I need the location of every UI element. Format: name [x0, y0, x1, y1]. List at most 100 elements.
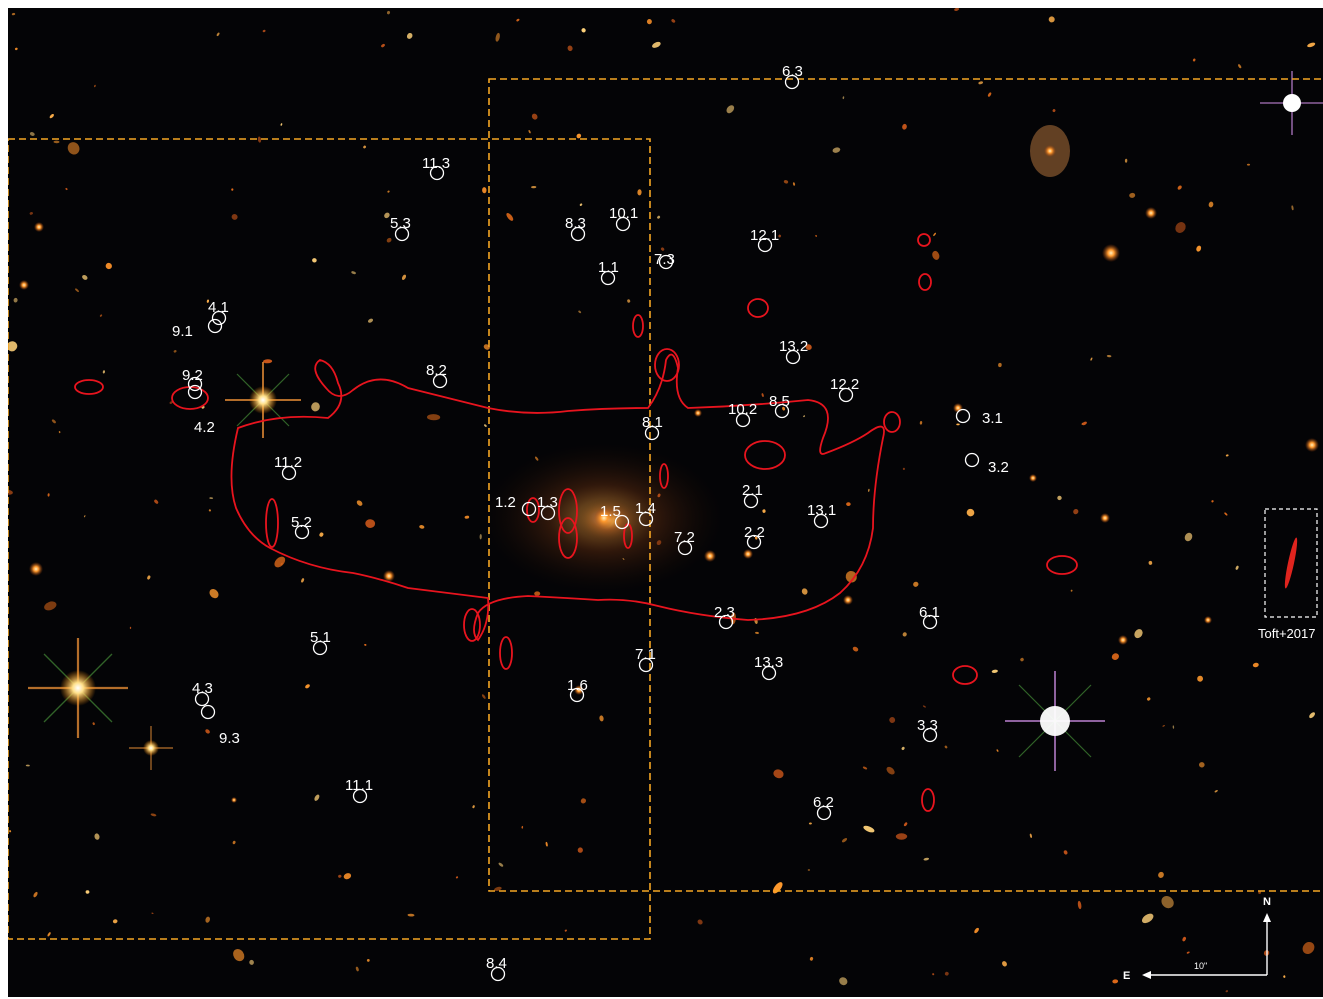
background-galaxy — [576, 133, 582, 139]
background-galaxy — [1172, 725, 1175, 729]
background-galaxy — [839, 977, 848, 986]
cluster-member-galaxy — [743, 549, 753, 559]
background-galaxy — [1225, 990, 1229, 993]
background-galaxy — [1073, 508, 1079, 515]
background-galaxy — [343, 873, 352, 880]
background-galaxy — [1057, 495, 1062, 501]
image-marker-label: 5.3 — [390, 215, 411, 232]
background-galaxy — [1208, 201, 1214, 208]
image-marker-label: 8.4 — [486, 955, 507, 972]
image-marker-label: 11.1 — [345, 777, 373, 794]
background-galaxy — [531, 185, 537, 189]
background-galaxy — [577, 847, 583, 853]
background-galaxy — [726, 105, 735, 114]
image-marker-circle — [600, 270, 616, 286]
background-galaxy — [1124, 158, 1128, 163]
background-galaxy — [257, 136, 262, 143]
background-galaxy — [1238, 64, 1242, 69]
image-marker-label: 7.2 — [674, 529, 695, 546]
background-galaxy — [13, 297, 18, 303]
image-marker-label: 6.2 — [813, 794, 834, 811]
background-galaxy — [47, 932, 51, 937]
background-galaxy — [366, 959, 370, 962]
image-marker-circle — [352, 788, 368, 804]
background-galaxy — [233, 949, 245, 962]
background-galaxy — [652, 41, 661, 48]
background-galaxy — [386, 237, 392, 243]
image-marker-label: 11.2 — [274, 454, 302, 471]
image-marker-label: 7.1 — [635, 646, 656, 663]
background-galaxy — [922, 705, 926, 708]
background-galaxy — [1141, 913, 1154, 924]
image-marker-circle — [638, 657, 654, 673]
background-galaxy — [1148, 560, 1153, 565]
background-galaxy — [1186, 951, 1190, 954]
image-marker-label: 8.1 — [642, 414, 663, 431]
cluster-member-galaxy — [1029, 474, 1037, 482]
image-marker-label: 3.2 — [988, 459, 1009, 476]
background-galaxy — [1134, 629, 1143, 639]
image-marker-circle — [838, 387, 854, 403]
background-galaxy — [755, 631, 759, 634]
bright-stars — [28, 71, 1323, 771]
background-galaxy — [1252, 662, 1259, 668]
background-galaxy — [481, 694, 486, 699]
background-galaxy — [169, 401, 173, 404]
image-marker-circle — [735, 412, 751, 428]
cluster-member-galaxy — [1100, 513, 1110, 523]
background-galaxy — [1225, 454, 1229, 457]
background-galaxy — [150, 813, 157, 817]
cluster-member-galaxy — [843, 595, 853, 605]
cluster-member-galaxy — [1102, 244, 1120, 262]
image-marker-label: 9.3 — [219, 730, 240, 747]
background-galaxy — [9, 830, 12, 833]
background-galaxy — [83, 515, 86, 518]
background-galaxy — [867, 488, 870, 492]
image-marker-circle — [816, 805, 832, 821]
background-galaxy — [1020, 657, 1024, 662]
background-galaxy — [1184, 532, 1193, 542]
background-galaxy — [974, 927, 979, 934]
image-marker-label: 4.3 — [192, 680, 213, 697]
image-marker-circle — [658, 254, 674, 270]
background-galaxy — [232, 840, 236, 845]
background-galaxy — [209, 588, 219, 599]
background-galaxy — [863, 825, 875, 833]
image-marker-label: 12.2 — [830, 376, 859, 393]
background-galaxy — [627, 299, 631, 303]
background-galaxy — [807, 869, 811, 871]
background-galaxy — [1214, 790, 1218, 793]
image-marker-label: 6.1 — [919, 604, 940, 621]
background-galaxy — [11, 12, 16, 16]
background-galaxy — [534, 591, 541, 596]
background-galaxy — [356, 500, 363, 506]
background-galaxy — [33, 891, 38, 898]
background-galaxy — [206, 299, 210, 303]
background-galaxy — [129, 626, 132, 629]
image-marker-circle — [521, 501, 537, 517]
background-galaxy — [862, 766, 868, 770]
image-marker-circle — [194, 691, 210, 707]
background-galaxy — [305, 684, 310, 689]
background-galaxy — [1307, 42, 1316, 48]
background-galaxy — [44, 601, 57, 611]
toft-inset: Toft+2017 — [1258, 508, 1318, 641]
image-marker-circle — [922, 614, 938, 630]
image-marker-circle — [922, 727, 938, 743]
background-galaxy — [1246, 163, 1251, 166]
background-galaxy — [754, 536, 758, 540]
background-galaxy — [845, 571, 857, 583]
image-marker-circle — [746, 534, 762, 550]
background-galaxy — [782, 406, 786, 411]
background-galaxy — [427, 414, 441, 421]
background-galaxy — [1111, 653, 1119, 660]
background-galaxy — [51, 419, 56, 424]
image-marker-label: 1.3 — [537, 494, 558, 511]
background-galaxy — [25, 764, 30, 767]
background-galaxy — [494, 886, 502, 892]
inset-label: Toft+2017 — [1258, 626, 1315, 641]
image-marker-label: 13.3 — [754, 654, 783, 671]
image-marker-label: 3.3 — [917, 717, 938, 734]
image-marker-circle — [774, 403, 790, 419]
cluster-member-galaxy — [574, 685, 584, 695]
